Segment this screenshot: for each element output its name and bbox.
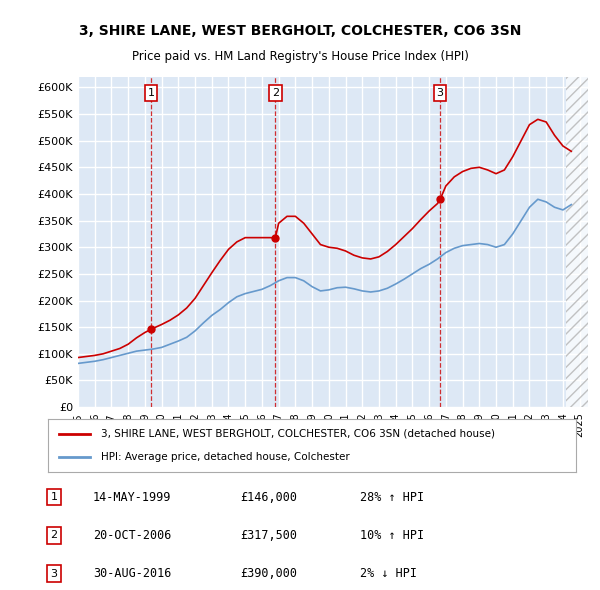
Text: HPI: Average price, detached house, Colchester: HPI: Average price, detached house, Colc… xyxy=(101,452,350,462)
Text: 3, SHIRE LANE, WEST BERGHOLT, COLCHESTER, CO6 3SN: 3, SHIRE LANE, WEST BERGHOLT, COLCHESTER… xyxy=(79,24,521,38)
Text: 30-AUG-2016: 30-AUG-2016 xyxy=(93,567,172,581)
Text: 14-MAY-1999: 14-MAY-1999 xyxy=(93,490,172,504)
Text: 1: 1 xyxy=(148,88,155,98)
Text: 10% ↑ HPI: 10% ↑ HPI xyxy=(360,529,424,542)
Text: Price paid vs. HM Land Registry's House Price Index (HPI): Price paid vs. HM Land Registry's House … xyxy=(131,50,469,63)
Text: 3: 3 xyxy=(437,88,443,98)
Text: 3, SHIRE LANE, WEST BERGHOLT, COLCHESTER, CO6 3SN (detached house): 3, SHIRE LANE, WEST BERGHOLT, COLCHESTER… xyxy=(101,429,495,439)
Text: £146,000: £146,000 xyxy=(240,490,297,504)
Text: 1: 1 xyxy=(50,492,58,502)
Text: £317,500: £317,500 xyxy=(240,529,297,542)
Text: 28% ↑ HPI: 28% ↑ HPI xyxy=(360,490,424,504)
Text: 2% ↓ HPI: 2% ↓ HPI xyxy=(360,567,417,581)
Text: 3: 3 xyxy=(50,569,58,579)
Text: 20-OCT-2006: 20-OCT-2006 xyxy=(93,529,172,542)
Text: 2: 2 xyxy=(50,530,58,540)
Text: 2: 2 xyxy=(272,88,279,98)
Text: £390,000: £390,000 xyxy=(240,567,297,581)
